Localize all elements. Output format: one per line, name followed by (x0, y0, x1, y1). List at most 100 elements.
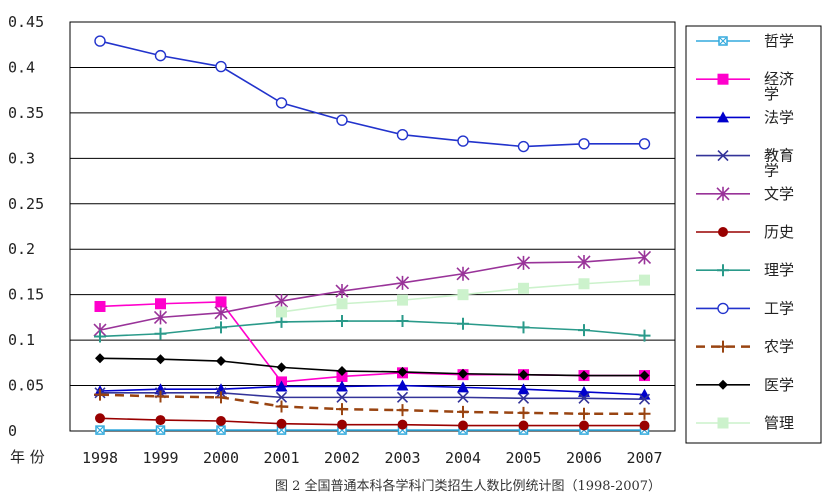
data-point (276, 362, 287, 373)
data-point (517, 406, 530, 419)
legend-label: 医学 (764, 376, 794, 394)
chart-caption: 图 2 全国普通本科各学科门类招生人数比例统计图（1998-2007） (275, 478, 661, 494)
marker-cross (157, 426, 164, 434)
series-7 (94, 315, 651, 343)
data-point (639, 274, 650, 286)
data-point (458, 420, 468, 431)
y-tick-label: 0.15 (8, 286, 44, 304)
data-point (274, 294, 289, 309)
data-point (155, 354, 166, 365)
legend-item: 农学 (696, 338, 794, 356)
data-point (639, 420, 650, 431)
legend-label: 农学 (764, 338, 794, 356)
data-point (275, 391, 288, 403)
legend-label: 哲学 (764, 32, 794, 50)
legend-label: 管理 (764, 414, 794, 432)
data-point (396, 129, 409, 141)
legend-item: 医学 (696, 376, 794, 394)
x-tick-label: 1999 (142, 449, 178, 467)
series-11 (276, 274, 650, 318)
legend-swatch-marker (716, 186, 730, 201)
series-line (99, 301, 645, 383)
x-tick-label: 1998 (82, 449, 118, 467)
series-9 (94, 388, 651, 420)
y-tick-label: 0.1 (8, 331, 35, 349)
data-point (214, 305, 228, 320)
legend-label: 文学 (764, 185, 794, 203)
data-point (517, 140, 530, 153)
data-point (456, 266, 470, 281)
data-point (337, 366, 347, 377)
data-point (275, 97, 288, 109)
data-point (94, 35, 106, 47)
x-tick-label: 2003 (384, 449, 420, 467)
data-point (95, 413, 105, 424)
data-point (578, 278, 590, 290)
data-point (95, 353, 105, 364)
data-point (215, 321, 227, 334)
legend-swatch-marker (718, 36, 728, 46)
data-point (518, 282, 529, 294)
data-point (396, 379, 409, 391)
data-point (397, 366, 408, 377)
data-point (457, 381, 469, 393)
data-point (578, 392, 590, 404)
data-point (638, 138, 651, 150)
data-point (154, 49, 167, 62)
data-point (216, 356, 226, 367)
data-point (517, 321, 530, 334)
data-point (94, 388, 106, 401)
legend-label: 学 (764, 162, 779, 180)
data-point (95, 425, 105, 435)
series-line (99, 40, 645, 148)
series-4 (94, 387, 651, 405)
data-point (457, 289, 469, 301)
legend-swatch-marker (717, 340, 729, 353)
series-line (99, 357, 645, 377)
data-point (155, 298, 166, 310)
series-10 (95, 353, 650, 381)
data-point (336, 391, 348, 403)
data-point (275, 380, 288, 392)
x-tick-label: 2000 (203, 449, 239, 467)
data-point (516, 255, 531, 270)
legend-swatch-marker (718, 379, 728, 390)
data-point (154, 327, 167, 340)
x-tick-label: 2001 (263, 449, 299, 467)
data-point (457, 317, 469, 330)
x-tick-label: 2005 (505, 449, 541, 467)
data-point (578, 138, 590, 150)
data-point (215, 60, 227, 73)
y-tick-label: 0.05 (8, 377, 44, 395)
legend-label: 工学 (764, 299, 794, 317)
legend-swatch-marker (717, 264, 729, 277)
legend-label: 理学 (764, 261, 794, 279)
data-point (395, 275, 410, 290)
legend-item: 教育学 (696, 147, 794, 180)
legend-label: 教育 (764, 147, 794, 165)
data-point (94, 330, 106, 343)
data-point (276, 306, 287, 318)
data-point (457, 405, 469, 418)
legend-label: 经济 (764, 70, 794, 88)
legend-label: 学 (764, 85, 779, 103)
data-point (337, 419, 347, 430)
data-point (578, 407, 590, 420)
legend-item: 工学 (696, 299, 794, 317)
legend-label: 法学 (764, 108, 794, 126)
legend-swatch-marker (717, 73, 729, 85)
x-axis-label: 年 份 (10, 448, 45, 466)
y-tick-label: 0.3 (8, 149, 35, 167)
data-point (336, 403, 348, 416)
data-point (518, 369, 529, 380)
data-point (155, 425, 166, 435)
data-point (336, 315, 348, 328)
legend-item: 经济学 (696, 70, 794, 103)
data-point (215, 296, 227, 308)
legend-item: 历史 (696, 223, 794, 241)
data-point (153, 310, 168, 325)
data-point (638, 329, 651, 342)
data-point (517, 392, 530, 404)
legend-item: 法学 (696, 108, 794, 126)
